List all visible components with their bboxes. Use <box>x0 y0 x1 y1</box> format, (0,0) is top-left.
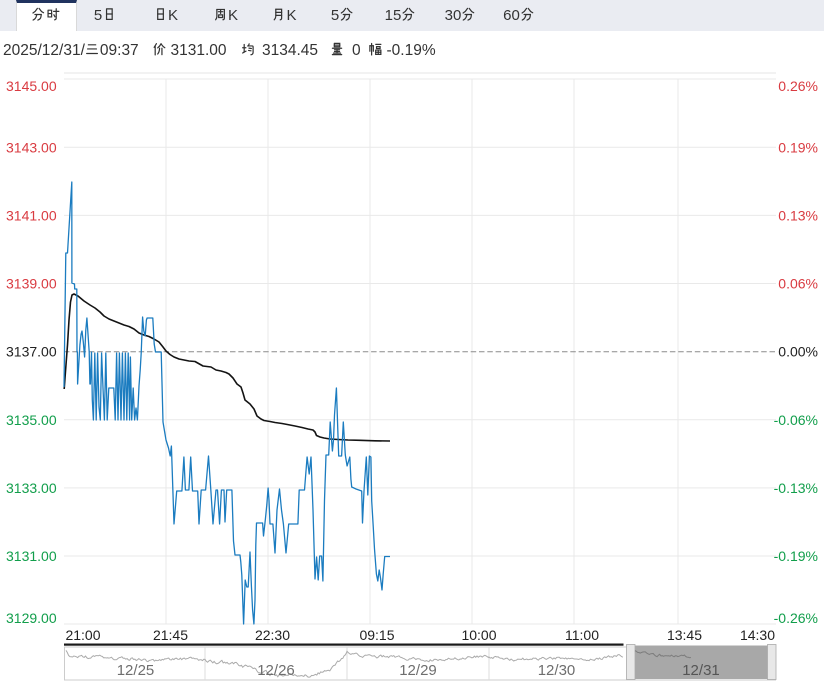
svg-text:3131.00: 3131.00 <box>6 548 57 564</box>
svg-text:22:30: 22:30 <box>255 627 290 643</box>
svg-text:3141.00: 3141.00 <box>6 207 57 223</box>
svg-text:-0.06%: -0.06% <box>774 412 818 428</box>
svg-text:12/26: 12/26 <box>257 662 295 679</box>
svg-text:0.00%: 0.00% <box>778 344 818 360</box>
svg-text:3139.00: 3139.00 <box>6 276 57 292</box>
svg-text:21:45: 21:45 <box>153 627 188 643</box>
svg-text:10:00: 10:00 <box>461 627 496 643</box>
svg-text:3135.00: 3135.00 <box>6 412 57 428</box>
svg-text:3129.00: 3129.00 <box>6 610 57 626</box>
svg-text:12/31: 12/31 <box>682 662 720 679</box>
svg-text:09:15: 09:15 <box>359 627 394 643</box>
svg-text:-0.26%: -0.26% <box>774 610 818 626</box>
svg-text:0.19%: 0.19% <box>778 139 818 155</box>
svg-text:12/25: 12/25 <box>117 662 155 679</box>
svg-text:14:30: 14:30 <box>740 627 775 643</box>
svg-text:21:00: 21:00 <box>65 627 100 643</box>
svg-text:11:00: 11:00 <box>565 627 599 643</box>
svg-text:0.26%: 0.26% <box>778 78 818 94</box>
svg-text:-0.13%: -0.13% <box>774 480 818 496</box>
svg-text:3143.00: 3143.00 <box>6 139 57 155</box>
svg-text:13:45: 13:45 <box>667 627 702 643</box>
svg-text:0.06%: 0.06% <box>778 276 818 292</box>
svg-text:3137.00: 3137.00 <box>6 344 57 360</box>
svg-text:12/30: 12/30 <box>538 662 576 679</box>
svg-text:0.13%: 0.13% <box>778 207 818 223</box>
svg-text:-0.19%: -0.19% <box>774 548 818 564</box>
svg-text:3133.00: 3133.00 <box>6 480 57 496</box>
svg-text:3145.00: 3145.00 <box>6 78 57 94</box>
svg-text:12/29: 12/29 <box>399 662 437 679</box>
